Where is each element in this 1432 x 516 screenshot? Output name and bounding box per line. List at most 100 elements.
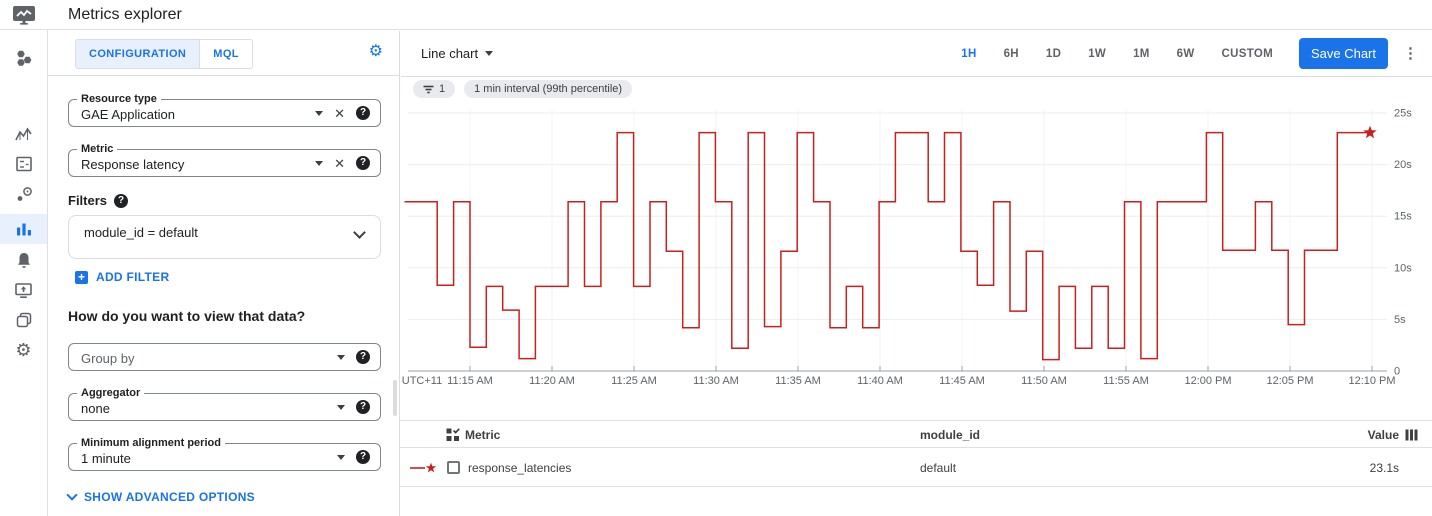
col-header-metric[interactable]: Metric: [465, 428, 501, 442]
metric-value: Response latency: [81, 157, 185, 172]
line-chart-icon: [15, 127, 32, 140]
filters-title: Filters: [68, 193, 108, 208]
config-tabs: CONFIGURATION MQL: [75, 39, 253, 69]
dropdown-caret-icon: [315, 110, 324, 116]
panel-divider: [399, 31, 400, 516]
nav-alerting[interactable]: [0, 245, 47, 275]
current-value-star-icon: [1363, 125, 1377, 139]
save-chart-button[interactable]: Save Chart: [1298, 38, 1388, 69]
group-by-field[interactable]: Group by ?: [68, 343, 381, 371]
dropdown-caret-icon: [337, 354, 345, 360]
line-chart-plot[interactable]: 25s 20s 15s 10s 5s 0: [400, 95, 1432, 395]
add-filter-button[interactable]: + ADD FILTER: [75, 270, 169, 284]
col-header-value[interactable]: Value: [1367, 428, 1399, 442]
chart-settings-gear-icon[interactable]: ⚙: [368, 43, 383, 60]
monitoring-logo-icon: [12, 6, 35, 25]
x-axis-tick-label: 11:30 AM: [693, 375, 739, 387]
x-axis-tick-label: 11:45 AM: [939, 375, 985, 387]
clear-icon[interactable]: ✕: [334, 105, 345, 121]
chart-toolbar: Line chart 1H 6H 1D 1W 1M 6W CUSTOM Save…: [401, 31, 1432, 77]
filters-heading: Filters ?: [68, 193, 129, 208]
help-icon[interactable]: ?: [356, 350, 370, 364]
add-filter-label: ADD FILTER: [96, 270, 170, 284]
aggregator-label: Aggregator: [77, 387, 145, 399]
metrics-table: Metric module_id Value response_latencie…: [400, 420, 1432, 487]
interval-chip[interactable]: 1 min interval (99th percentile): [464, 80, 633, 98]
column-settings-icon[interactable]: [1405, 429, 1418, 441]
table-header-row: Metric module_id Value: [400, 420, 1432, 448]
help-icon[interactable]: ?: [356, 450, 370, 464]
x-axis-tick-label: 11:15 AM: [447, 375, 493, 387]
time-range-1d[interactable]: 1D: [1045, 47, 1062, 60]
time-range-1m[interactable]: 1M: [1133, 47, 1150, 60]
clear-icon[interactable]: ✕: [334, 155, 345, 171]
more-options-kebab-icon[interactable]: ⋮: [1403, 45, 1418, 62]
panel-scrollbar-thumb[interactable]: [393, 380, 397, 416]
help-icon[interactable]: ?: [114, 193, 129, 208]
y-axis-tick-label: 20s: [1394, 159, 1412, 171]
chart-type-dropdown[interactable]: Line chart: [421, 46, 494, 61]
page-title: Metrics explorer: [68, 6, 182, 23]
show-advanced-label: SHOW ADVANCED OPTIONS: [84, 490, 255, 504]
top-header: Metrics explorer: [0, 0, 1432, 30]
tab-configuration[interactable]: CONFIGURATION: [76, 40, 200, 68]
hexagons-icon: [16, 50, 31, 66]
nav-services[interactable]: [0, 179, 47, 209]
nav-dashboards[interactable]: [0, 149, 47, 179]
time-range-6w[interactable]: 6W: [1176, 47, 1195, 60]
x-axis-tick-label: 12:10 PM: [1348, 375, 1396, 387]
help-icon[interactable]: ?: [356, 400, 370, 414]
monitoring-logo[interactable]: [0, 0, 47, 30]
table-row[interactable]: response_latencies default 23.1s: [400, 448, 1432, 487]
show-advanced-options-button[interactable]: SHOW ADVANCED OPTIONS: [66, 489, 255, 504]
uptime-monitor-icon: [15, 282, 32, 298]
dashboard-icon: [15, 156, 32, 172]
nav-metrics-explorer[interactable]: [0, 214, 47, 244]
nav-groups[interactable]: [0, 305, 47, 335]
help-icon[interactable]: ?: [356, 156, 370, 170]
help-icon[interactable]: ?: [356, 106, 370, 120]
select-metrics-icon[interactable]: [446, 428, 460, 442]
aggregator-field[interactable]: Aggregator none ?: [68, 387, 381, 421]
cell-metric: response_latencies: [468, 461, 572, 475]
time-range-1w[interactable]: 1W: [1088, 47, 1107, 60]
resource-type-label: Resource type: [77, 93, 161, 105]
y-axis-tick-label: 0: [1394, 366, 1400, 378]
x-axis-labels: UTC+11 11:15 AM 11:20 AM 11:25 AM 11:30 …: [400, 375, 1432, 389]
resource-type-value: GAE Application: [81, 107, 175, 122]
dropdown-caret-icon: [337, 454, 345, 460]
chart-chips: 1 1 min interval (99th percentile): [413, 80, 633, 98]
bar-chart-icon: [16, 223, 31, 235]
chevron-down-icon: [353, 226, 366, 239]
y-axis-tick-label: 25s: [1394, 108, 1412, 120]
config-panel-header: CONFIGURATION MQL ⚙: [48, 31, 399, 76]
filter-count: 1: [439, 83, 446, 95]
config-panel: CONFIGURATION MQL ⚙ Resource type GAE Ap…: [48, 31, 400, 516]
view-data-question: How do you want to view that data?: [68, 308, 306, 324]
nav-uptime-checks[interactable]: [0, 275, 47, 305]
resource-type-field[interactable]: Resource type GAE Application ✕ ?: [68, 93, 381, 127]
row-checkbox[interactable]: [447, 461, 460, 474]
filter-expression: module_id = default: [84, 225, 198, 240]
time-range-group: 1H 6H 1D 1W 1M 6W CUSTOM: [961, 48, 1273, 60]
time-range-6h[interactable]: 6H: [1003, 47, 1019, 60]
nav-overview[interactable]: [0, 43, 47, 73]
col-header-module-id[interactable]: module_id: [920, 428, 981, 442]
tab-mql[interactable]: MQL: [199, 40, 252, 68]
time-range-custom[interactable]: CUSTOM: [1221, 47, 1273, 60]
filter-count-chip[interactable]: 1: [413, 80, 456, 98]
filter-chip-box[interactable]: module_id = default: [68, 215, 381, 259]
min-alignment-field[interactable]: Minimum alignment period 1 minute ?: [68, 437, 381, 471]
y-axis-tick-label: 10s: [1394, 262, 1412, 274]
groups-icon: [16, 312, 31, 328]
metric-label: Metric: [77, 143, 118, 155]
x-axis-tick-label: 12:05 PM: [1266, 375, 1314, 387]
metric-field[interactable]: Metric Response latency ✕ ?: [68, 143, 381, 177]
nav-metrics[interactable]: [0, 119, 47, 149]
min-alignment-label: Minimum alignment period: [77, 437, 225, 449]
nav-settings[interactable]: ⚙: [0, 335, 47, 365]
min-alignment-value: 1 minute: [81, 451, 131, 466]
x-axis-tick-label: 11:35 AM: [775, 375, 821, 387]
time-range-1h[interactable]: 1H: [961, 47, 977, 60]
